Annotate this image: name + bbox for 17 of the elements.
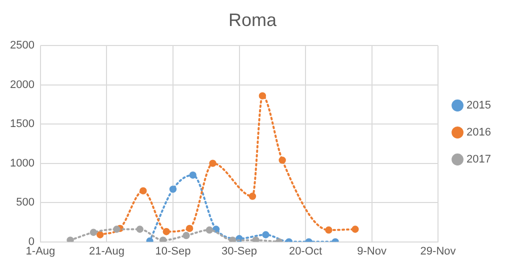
y-tick-label: 1000	[10, 157, 34, 170]
x-tick-label: 10-Sep	[155, 245, 191, 258]
legend-label: 2017	[466, 154, 492, 166]
x-tick-label: 1-Aug	[26, 245, 56, 258]
x-tick-label: 29-Nov	[420, 245, 456, 258]
y-tick-label: 0	[28, 236, 34, 248]
legend-label: 2015	[466, 100, 492, 112]
y-tick-label: 1500	[10, 118, 34, 130]
y-tick-label: 500	[16, 196, 34, 209]
x-tick-label: 21-Aug	[88, 245, 124, 258]
x-tick-label: 20-Oct	[289, 245, 322, 258]
legend-label: 2016	[466, 126, 492, 139]
x-tick-label: 9-Nov	[357, 245, 387, 258]
y-tick-label: 2500	[10, 40, 34, 52]
y-tick-label: 2000	[10, 78, 34, 91]
x-tick-label: 30-Sep	[222, 245, 257, 258]
chart-title: Roma	[228, 10, 278, 30]
